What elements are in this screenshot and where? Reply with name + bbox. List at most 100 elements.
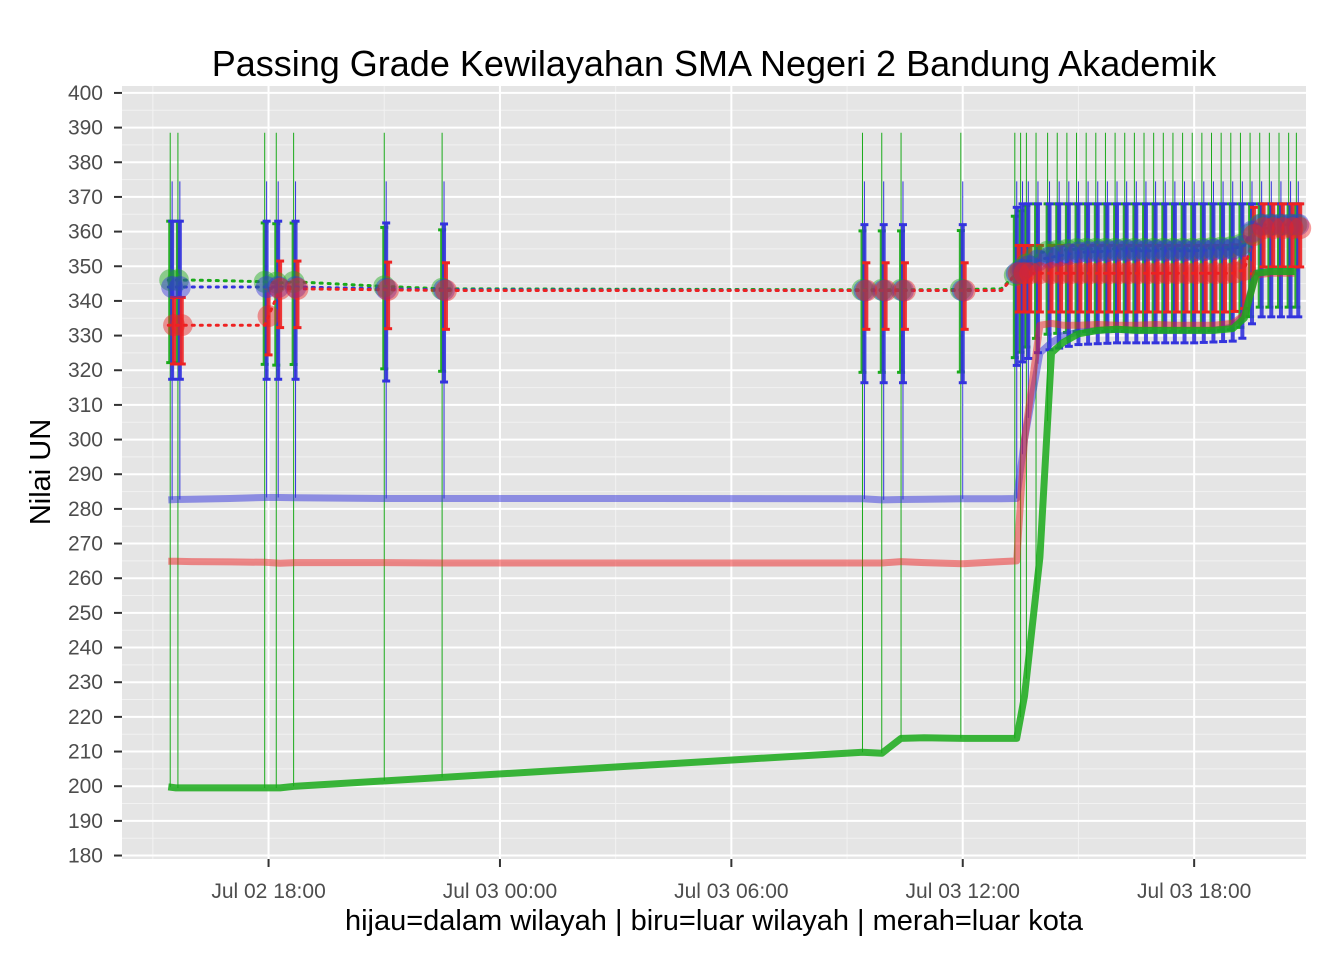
y-axis-title: Nilai UN [25, 419, 57, 525]
red-median-point [269, 277, 292, 300]
red-median-point [1204, 262, 1227, 285]
green-median-point [1123, 237, 1146, 260]
red-median-point [1185, 262, 1208, 285]
green-median-point [1036, 240, 1059, 263]
median-points [159, 213, 1312, 337]
green-median-point [1015, 253, 1038, 276]
green-median-point [1113, 237, 1136, 260]
red-median-point [1271, 217, 1294, 240]
blue-median-point [1260, 213, 1283, 236]
red-median-point [1019, 262, 1042, 285]
red-median-point [1098, 262, 1121, 285]
green-median-point [1094, 237, 1117, 260]
blue-median-point [1154, 239, 1177, 262]
y-axis: 180 190 200 210 220 230 240 250 260 270 280 290 300 3… [68, 82, 122, 868]
y-tick-label: 270 [68, 533, 103, 556]
red-median-point [1262, 217, 1285, 240]
y-tick-label: 250 [68, 602, 103, 625]
x-tick-label: Jul 03 12:00 [906, 880, 1020, 903]
y-tick-label: 260 [68, 567, 103, 590]
y-tick-label: 210 [68, 741, 103, 764]
green-median-point [1161, 237, 1184, 260]
green-median-point [1009, 258, 1032, 281]
y-tick-label: 230 [68, 671, 103, 694]
green-median-point [1152, 237, 1175, 260]
green-median-point [282, 270, 305, 293]
blue-median-point [891, 279, 914, 302]
red-median-point [1069, 262, 1092, 285]
blue-median-point [1250, 213, 1273, 236]
red-median-point [1013, 262, 1036, 285]
red-median-point [1028, 262, 1051, 285]
red-median-point [1040, 262, 1063, 285]
min-line-1aaa1a [167, 268, 1295, 792]
green-median-point [1258, 213, 1281, 236]
green-median-point [870, 278, 893, 301]
red-median-point [893, 279, 916, 302]
green-median-point [1200, 237, 1223, 260]
red-median-point [434, 279, 457, 302]
green-median-point [1229, 233, 1252, 256]
green-median-point [1142, 237, 1165, 260]
red-median-point [953, 279, 976, 302]
red-median-point [1233, 258, 1256, 281]
blue-median-point [255, 276, 278, 299]
grid-minor [122, 86, 1306, 859]
green-median-point [1190, 237, 1213, 260]
red-median-point [1165, 262, 1188, 285]
blue-median-point [1134, 239, 1157, 262]
blue-median-point [1183, 239, 1206, 262]
red-median-point [855, 279, 878, 302]
blue-median-point [1077, 240, 1100, 263]
blue-median-point [1279, 213, 1302, 236]
red-median-point [1050, 262, 1073, 285]
median-line [166, 226, 1296, 327]
green-median-point [159, 269, 182, 292]
y-tick-label: 300 [68, 429, 103, 452]
red-median-point [1146, 262, 1169, 285]
green-median-point [1055, 238, 1078, 261]
blue-median-point [375, 277, 398, 300]
red-median-point [1242, 224, 1265, 247]
blue-median-point [1231, 235, 1254, 258]
red-median-point [1289, 217, 1312, 240]
green-median-point [1285, 213, 1308, 236]
y-tick-label: 220 [68, 706, 103, 729]
blue-median-point [1202, 238, 1225, 261]
green-median-point [1084, 237, 1107, 260]
green-median-point [890, 278, 913, 301]
plot-panel [122, 86, 1306, 859]
red-median-point [874, 279, 897, 302]
blue-median-point [1173, 239, 1196, 262]
min-lines [167, 268, 1295, 792]
y-tick-label: 200 [68, 775, 103, 798]
blue-median-point [1005, 262, 1028, 285]
red-median-point [286, 277, 309, 300]
y-tick-label: 330 [68, 325, 103, 348]
green-median-point [253, 270, 276, 293]
red-median-point [1136, 262, 1159, 285]
red-median-point [1007, 262, 1030, 285]
blue-median-point [1163, 239, 1186, 262]
blue-median-point [1125, 239, 1148, 262]
blue-median-point [1011, 258, 1034, 281]
min-line-ee2222 [168, 269, 1295, 568]
y-tick-label: 190 [68, 810, 103, 833]
blue-median-point [161, 276, 184, 299]
red-median-point [1079, 262, 1102, 285]
green-median-point [851, 278, 874, 301]
green-median-point [1003, 264, 1026, 287]
red-median-point [1281, 217, 1304, 240]
blue-median-point [1106, 239, 1129, 262]
red-median-point [1059, 262, 1082, 285]
y-tick-label: 400 [68, 82, 103, 105]
green-median-point [431, 277, 454, 300]
y-tick-label: 310 [68, 394, 103, 417]
blue-median-point [1269, 213, 1292, 236]
green-median-point [1075, 237, 1098, 260]
blue-median-point [1192, 239, 1215, 262]
blue-median-point [1017, 255, 1040, 278]
green-median-point [1219, 236, 1242, 259]
green-median-point [1065, 238, 1088, 261]
x-axis: Jul 02 18:00 Jul 03 00:00 Jul 03 06:00 Jul … [211, 859, 1251, 903]
